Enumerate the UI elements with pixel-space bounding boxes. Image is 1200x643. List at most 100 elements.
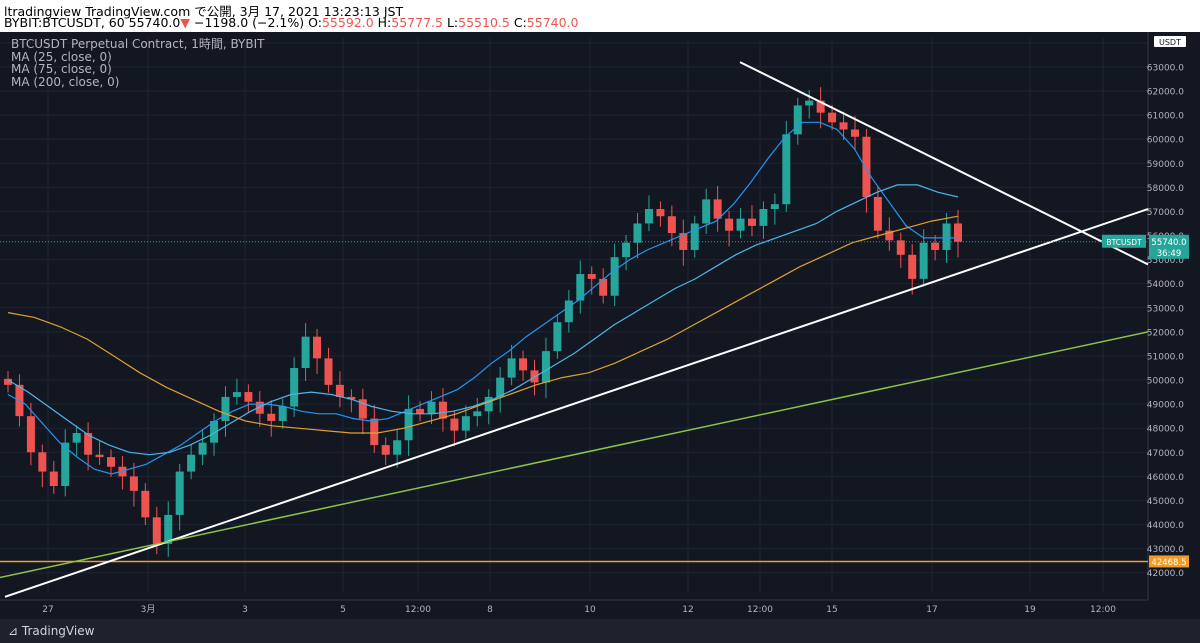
high-label: H:	[377, 15, 392, 30]
candle-body	[496, 377, 505, 397]
candle-body	[370, 418, 379, 446]
candle-body	[828, 112, 837, 123]
chart-legend: BTCUSDT Perpetual Contract, 1時間, BYBIT M…	[11, 38, 264, 88]
candle-body	[599, 278, 608, 296]
candle-body	[747, 218, 756, 226]
candle-body	[954, 223, 962, 242]
footer-bar: ⊿ TradingView	[0, 619, 1200, 643]
candle-body	[713, 199, 722, 219]
x-tick-label: 3	[242, 605, 248, 615]
publish-info: ltradingview TradingView.com で公開, 3月 17,…	[4, 4, 404, 19]
descending-trendline	[739, 61, 1149, 266]
candle-body	[656, 209, 665, 217]
candle-body	[908, 254, 917, 279]
y-tick-label: 42000.0	[1147, 569, 1184, 579]
candle-body	[141, 490, 150, 518]
tv-logo-icon: ⊿	[8, 624, 19, 638]
candle-body	[759, 209, 768, 226]
candle-body	[507, 358, 516, 378]
candle-body	[221, 396, 230, 421]
x-tick-label: 12	[682, 605, 693, 615]
chart-pane[interactable]: 42000.0 43000.0 44000.0 45000.0 46000.0 47000…	[0, 32, 1200, 619]
candle-body	[381, 445, 390, 455]
candle-body	[95, 454, 104, 458]
legend-ma25[interactable]: MA (25, close, 0)	[11, 49, 112, 64]
candle-body	[416, 408, 425, 414]
price-tag-countdown: 36:49	[1157, 249, 1182, 259]
candle-body	[232, 392, 241, 397]
candle-body	[107, 457, 116, 467]
y-tick-label: 53000.0	[1147, 304, 1184, 314]
level-tag-value: 42468.5	[1151, 558, 1186, 568]
y-tick-label: 43000.0	[1147, 545, 1184, 555]
candle-body	[278, 406, 287, 421]
candle-body	[805, 100, 814, 106]
candle-body	[553, 322, 562, 352]
candle-body	[301, 336, 310, 368]
symbol-label: BYBIT:BTCUSDT, 60	[4, 15, 125, 30]
candle-body	[38, 452, 47, 472]
candle-body	[255, 401, 264, 414]
candle-body	[885, 230, 894, 241]
symbol-tag-label: BTCUSDT	[1106, 238, 1142, 247]
open-value: 55592.0	[321, 15, 374, 30]
currency-badge	[1154, 36, 1186, 47]
y-tick-label: 47000.0	[1147, 449, 1184, 459]
symbol-tag	[1102, 234, 1146, 248]
candle-body	[267, 413, 276, 421]
candle-body	[862, 136, 871, 197]
candle-body	[873, 196, 882, 231]
y-tick-label: 62000.0	[1147, 87, 1184, 97]
candle-body	[324, 358, 333, 385]
ascending-trendline	[4, 208, 1149, 598]
candle-body	[519, 358, 528, 371]
candle-body	[690, 223, 699, 250]
candle-body	[72, 433, 81, 443]
candle-body	[473, 411, 482, 417]
candle-body	[793, 105, 802, 135]
x-tick-label: 5	[340, 605, 346, 615]
candle-body	[679, 233, 688, 250]
candle-body	[244, 392, 253, 402]
legend-title[interactable]: BTCUSDT Perpetual Contract, 1時間, BYBIT	[11, 37, 265, 51]
ohlc-line: BYBIT:BTCUSDT, 60 55740.0▼ −1198.0 (−2.1…	[4, 15, 579, 30]
publish-header: ltradingview TradingView.com で公開, 3月 17,…	[0, 0, 1200, 32]
close-label: C:	[513, 15, 527, 30]
x-tick-label: 3月	[141, 604, 156, 615]
legend-ma75[interactable]: MA (75, close, 0)	[11, 62, 112, 76]
candle-body	[633, 223, 642, 243]
y-tick-label: 63000.0	[1147, 63, 1184, 73]
candle-body	[850, 129, 859, 137]
y-tick-label: 49000.0	[1147, 401, 1184, 411]
y-tick-label: 58000.0	[1147, 184, 1184, 194]
last-price: 55740.0	[128, 15, 181, 30]
candle-body	[931, 242, 940, 250]
level-tag	[1149, 555, 1189, 568]
candle-body	[816, 100, 825, 113]
price-tag	[1149, 234, 1189, 259]
candle-body	[404, 408, 413, 441]
candle-body	[347, 396, 356, 400]
candle-body	[164, 514, 173, 544]
y-tick-label: 48000.0	[1147, 425, 1184, 435]
candle-body	[313, 336, 322, 359]
y-tick-label: 60000.0	[1147, 136, 1184, 146]
candle-body	[129, 476, 138, 491]
candle-body	[782, 134, 791, 205]
candle-body	[564, 300, 573, 323]
candle-body	[942, 223, 951, 250]
candle-body	[896, 240, 905, 255]
candle-body	[210, 420, 219, 443]
open-label: O:	[308, 15, 322, 30]
candle-body	[770, 204, 779, 210]
y-tick-label: 50000.0	[1147, 377, 1184, 387]
high-value: 55777.5	[391, 15, 443, 30]
candle-body	[198, 442, 207, 455]
candle-body	[461, 416, 470, 431]
price-chart[interactable]: 42000.0 43000.0 44000.0 45000.0 46000.0 47000…	[0, 32, 1200, 619]
candle-body	[450, 418, 459, 431]
close-value: 55740.0	[526, 15, 579, 30]
legend-ma200[interactable]: MA (200, close, 0)	[11, 74, 120, 89]
y-tick-label: 57000.0	[1147, 208, 1184, 218]
low-value: 55510.5	[458, 15, 510, 30]
